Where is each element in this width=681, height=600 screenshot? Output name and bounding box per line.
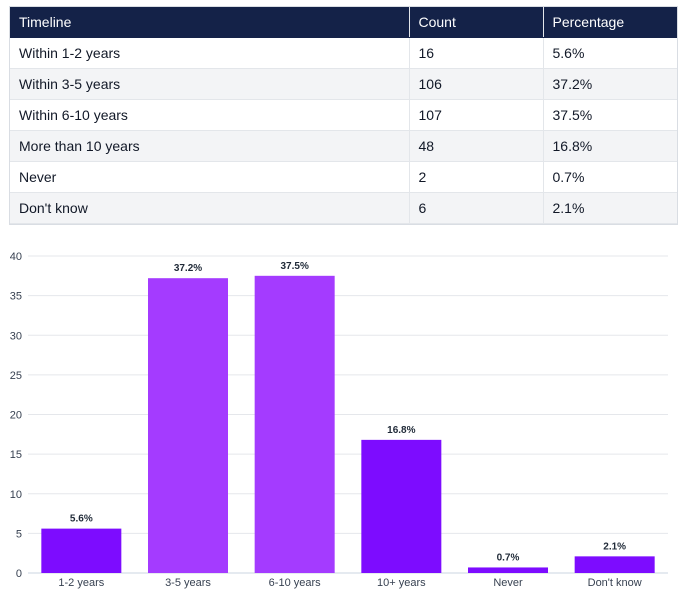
bar-data-label: 37.5% bbox=[280, 261, 308, 272]
percentage-cell: 37.5% bbox=[543, 99, 677, 131]
percentage-cell: 2.1% bbox=[543, 192, 677, 224]
x-tick-label: 10+ years bbox=[377, 577, 426, 589]
y-tick-label: 20 bbox=[10, 410, 22, 422]
percentage-cell: 37.2% bbox=[543, 68, 677, 100]
count-cell: 6 bbox=[409, 192, 544, 224]
bar-data-label: 16.8% bbox=[387, 425, 415, 436]
bar-data-label: 37.2% bbox=[174, 263, 202, 274]
x-tick-label: 6-10 years bbox=[269, 577, 321, 589]
x-tick-label: Don't know bbox=[588, 577, 642, 589]
bar bbox=[148, 278, 228, 573]
table-body: Within 1-2 years 16 5.6% Within 3-5 year… bbox=[10, 37, 677, 224]
percentage-cell: 16.8% bbox=[543, 130, 677, 162]
y-tick-label: 0 bbox=[16, 568, 22, 580]
timeline-cell: Within 1-2 years bbox=[10, 37, 410, 69]
y-tick-label: 5 bbox=[16, 528, 22, 540]
count-cell: 16 bbox=[409, 37, 544, 69]
y-tick-label: 40 bbox=[10, 251, 22, 263]
count-column-header: Count bbox=[409, 7, 544, 38]
count-cell: 107 bbox=[409, 99, 544, 131]
timeline-summary-table: Timeline Count Percentage Within 1-2 yea… bbox=[10, 7, 677, 224]
y-tick-label: 35 bbox=[10, 291, 22, 303]
bar bbox=[41, 528, 122, 573]
bar-data-label: 5.6% bbox=[70, 514, 93, 525]
timeline-column-header: Timeline bbox=[10, 7, 410, 38]
table-row: Within 1-2 years 16 5.6% bbox=[10, 37, 677, 69]
bar bbox=[574, 556, 655, 573]
x-tick-label: 1-2 years bbox=[58, 577, 104, 589]
y-tick-label: 15 bbox=[10, 449, 22, 461]
timeline-bar-chart-container: 0 5 10 15 20 25 30 35 40 5.6% 1-2 years 37.2% 3-5 ye… bbox=[0, 240, 681, 600]
timeline-cell: Never bbox=[10, 161, 410, 193]
x-tick-label: 3-5 years bbox=[165, 577, 211, 589]
y-tick-label: 30 bbox=[10, 330, 22, 342]
timeline-cell: Don't know bbox=[10, 192, 410, 224]
count-cell: 106 bbox=[409, 68, 544, 100]
table-header: Timeline Count Percentage bbox=[10, 7, 677, 38]
table-row: Within 6-10 years 107 37.5% bbox=[10, 99, 677, 131]
bar-data-label: 2.1% bbox=[603, 541, 626, 552]
timeline-cell: More than 10 years bbox=[10, 130, 410, 162]
timeline-bar-chart: 0 5 10 15 20 25 30 35 40 5.6% 1-2 years 37.2% 3-5 ye… bbox=[10, 251, 668, 589]
y-tick-label: 25 bbox=[10, 370, 22, 382]
percentage-column-header: Percentage bbox=[543, 7, 677, 38]
table-row: Never 2 0.7% bbox=[10, 161, 677, 193]
y-tick-label: 10 bbox=[10, 489, 22, 501]
bar-data-label: 0.7% bbox=[497, 552, 520, 563]
table-row: Don't know 6 2.1% bbox=[10, 192, 677, 224]
x-tick-label: Never bbox=[493, 577, 523, 589]
bar bbox=[468, 567, 548, 573]
count-cell: 2 bbox=[409, 161, 544, 193]
timeline-summary-table-container: Timeline Count Percentage Within 1-2 yea… bbox=[9, 6, 678, 225]
table-row: More than 10 years 48 16.8% bbox=[10, 130, 677, 162]
count-cell: 48 bbox=[409, 130, 544, 162]
bar bbox=[254, 275, 335, 573]
bar bbox=[361, 439, 442, 573]
percentage-cell: 5.6% bbox=[543, 37, 677, 69]
table-header-row: Timeline Count Percentage bbox=[10, 7, 677, 38]
table-row: Within 3-5 years 106 37.2% bbox=[10, 68, 677, 100]
percentage-cell: 0.7% bbox=[543, 161, 677, 193]
timeline-cell: Within 3-5 years bbox=[10, 68, 410, 100]
timeline-cell: Within 6-10 years bbox=[10, 99, 410, 131]
